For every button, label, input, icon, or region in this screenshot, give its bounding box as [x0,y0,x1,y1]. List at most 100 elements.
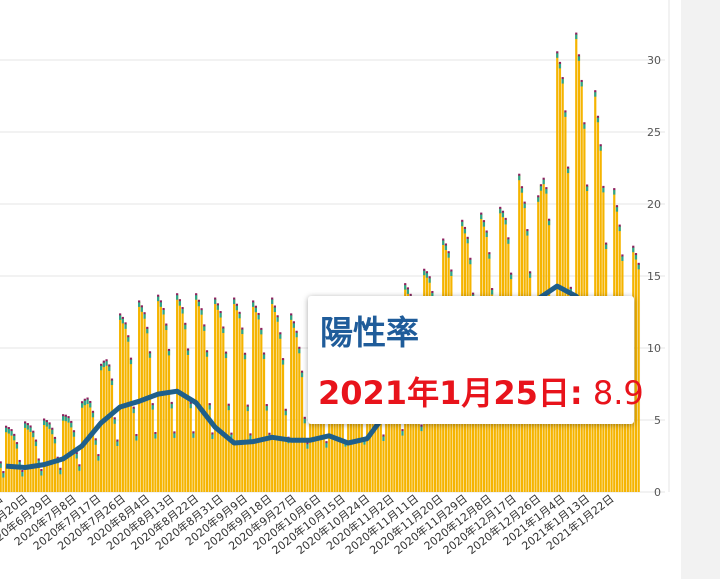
bar [577,55,581,492]
bar-top [567,166,570,169]
bar [146,328,149,492]
bar-top [599,144,602,147]
bar [298,348,301,492]
bar [496,407,499,492]
bar-top [471,292,475,295]
bar [357,367,361,492]
bar [493,365,496,492]
bar-stack [205,351,209,357]
bar-stack [499,208,502,214]
bar-top [105,359,108,362]
bar-top [509,272,513,275]
bar-top [295,330,298,333]
bar-stack [615,206,619,212]
bar-top [602,185,605,188]
bar-top [271,297,274,300]
bar [271,299,274,492]
bar-top [306,442,309,445]
bar-top [127,335,130,338]
bar-top [488,252,491,255]
bar [13,435,16,492]
bar [78,465,81,492]
bar-stack [108,365,111,371]
bar-top [507,237,510,240]
bar-top [243,352,247,355]
bar-stack [100,365,103,371]
bar-top [186,348,190,351]
bar-top [110,378,114,381]
bar-top [382,434,385,437]
bar [219,312,222,492]
bar-top [64,414,67,417]
bar-top [537,195,540,198]
bar-top [29,425,32,428]
bar [170,403,173,492]
bar-stack [222,327,225,333]
bar-stack [561,78,564,84]
bar-stack [284,410,287,416]
bar-stack [10,430,13,436]
bar-stack [200,309,203,315]
bar-top [184,322,187,325]
bar-stack [425,272,429,278]
bar [300,372,304,492]
bar-stack [235,305,238,311]
bar-stack [203,325,206,331]
bar-stack [276,316,279,322]
bar-top [159,300,162,303]
bar-top [197,299,200,302]
bar-stack [167,350,171,356]
bar-top [276,315,279,318]
bar [10,430,13,492]
bar [230,434,233,492]
bar-stack [219,312,222,318]
bar-top [526,229,529,232]
bar [360,413,363,492]
bar [197,301,200,492]
bar [556,52,559,493]
bar [325,442,328,492]
bar [178,300,181,492]
bar-stack [583,123,586,129]
bar-stack [227,405,230,411]
bar-stack [575,34,578,40]
bar-stack [75,453,78,459]
bar-top [195,293,198,296]
bar-top [485,230,488,233]
bar [40,470,43,492]
bar [279,333,282,492]
bar [119,314,122,492]
bar-stack [447,252,450,258]
bar-top [24,421,27,424]
bar-stack [154,433,157,439]
scrollbar-track[interactable] [681,0,720,579]
bar [254,307,257,492]
bar-top [273,305,276,308]
bar-top [10,429,13,432]
bar-top [615,205,619,208]
bar [227,405,230,492]
bar-top [135,434,138,437]
bar [401,430,404,492]
bar-stack [40,470,43,476]
bar-stack [7,428,10,434]
tooltip-value: 8.9 [592,374,644,412]
bar [322,418,325,492]
bar-stack [596,117,600,123]
bar [363,439,366,492]
bar-stack [197,301,200,307]
bar-top [284,408,287,411]
bar [129,359,133,492]
bar-stack [132,408,135,414]
bar-stack [243,354,247,360]
bar-top [78,464,81,467]
bar-stack [539,185,543,191]
bar-stack [113,418,116,424]
bar-top [151,403,154,406]
bar-stack [29,426,32,432]
bar-top [545,187,548,190]
bar-stack [599,145,602,151]
bar-top [482,220,486,223]
bar [135,435,138,492]
bar-top [542,177,545,180]
